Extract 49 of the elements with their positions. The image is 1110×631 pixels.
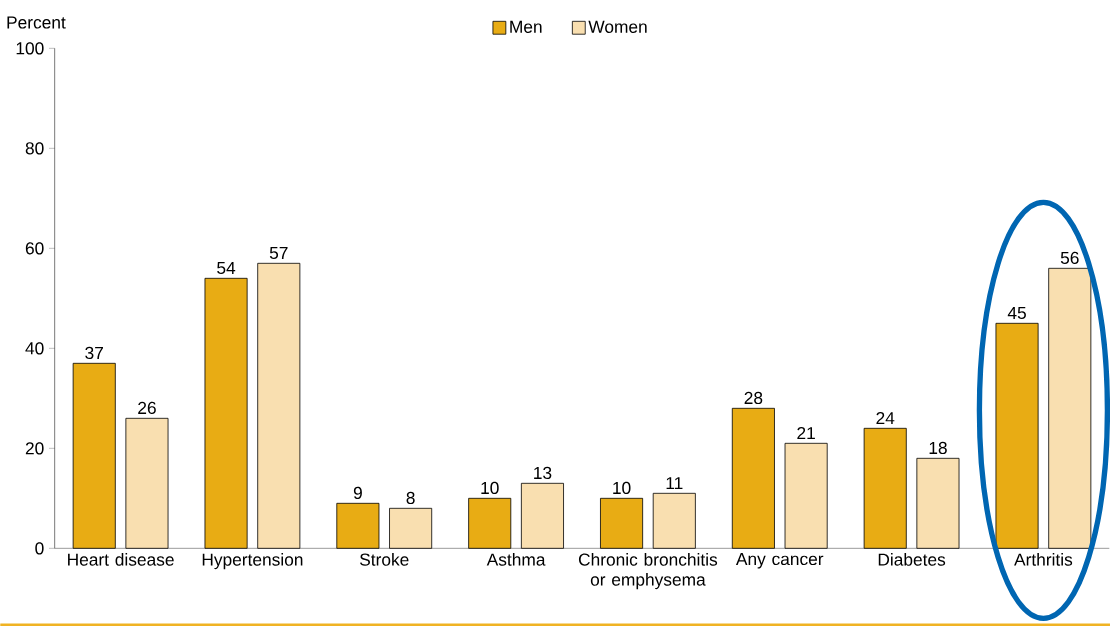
bar xyxy=(468,497,512,549)
data-label: 21 xyxy=(797,426,815,440)
bar xyxy=(731,407,775,549)
data-label: 8 xyxy=(406,491,415,505)
bar xyxy=(72,362,116,549)
y-tick-label: 60 xyxy=(25,242,44,255)
data-label: 54 xyxy=(217,261,236,275)
x-tick-label: Stroke xyxy=(360,553,409,566)
bar xyxy=(652,492,696,549)
data-label: 24 xyxy=(876,411,895,425)
y-tick-label: 100 xyxy=(16,42,44,55)
legend-label: Men xyxy=(510,20,542,33)
bar xyxy=(125,417,169,549)
x-tick-label: Diabetes xyxy=(878,553,946,566)
bar xyxy=(863,427,907,549)
y-tick-label: 0 xyxy=(35,542,44,555)
data-label: 45 xyxy=(1007,306,1026,320)
x-tick-label: Any cancer xyxy=(735,553,824,569)
bar xyxy=(336,502,380,549)
data-label: 37 xyxy=(85,346,103,360)
y-axis-title: Percent xyxy=(7,16,66,29)
legend-label: Women xyxy=(588,20,647,33)
bar xyxy=(995,322,1039,549)
data-label: 10 xyxy=(613,481,631,495)
data-label: 9 xyxy=(353,486,362,500)
x-tick-label: Asthma xyxy=(486,553,546,566)
bar xyxy=(204,277,248,549)
data-label: 57 xyxy=(269,246,288,260)
x-tick-label: Hypertension xyxy=(202,553,303,570)
x-tick-label: Arthritis xyxy=(1014,553,1073,566)
data-label: 18 xyxy=(929,441,947,455)
data-label: 11 xyxy=(666,477,683,490)
bar xyxy=(600,497,644,549)
bar xyxy=(520,482,564,549)
y-tick-label: 80 xyxy=(25,142,44,155)
x-tick-label: Heart disease xyxy=(68,553,174,566)
data-label: 28 xyxy=(744,391,763,405)
bar xyxy=(784,442,828,549)
data-label: 10 xyxy=(481,481,499,495)
x-tick-label: Chronic bronchitis or emphysema xyxy=(578,553,718,590)
data-label: 26 xyxy=(138,401,156,415)
bar xyxy=(389,507,433,549)
y-tick-label: 20 xyxy=(25,442,44,455)
y-tick-label: 40 xyxy=(25,342,44,355)
bar xyxy=(916,457,960,549)
data-label: 13 xyxy=(534,466,552,480)
bar xyxy=(1048,267,1092,549)
bar xyxy=(257,262,301,549)
data-label: 56 xyxy=(1060,251,1079,265)
